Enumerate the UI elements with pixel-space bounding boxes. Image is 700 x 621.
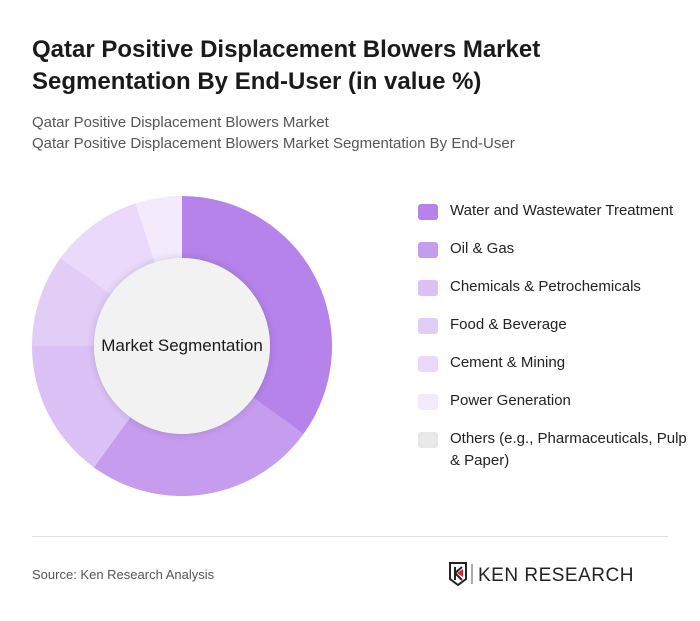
legend-label: Food & Beverage [450, 316, 567, 333]
legend-label: Chemicals & Petrochemicals [450, 278, 641, 295]
legend-swatch [418, 242, 438, 258]
legend-swatch [418, 356, 438, 372]
legend-item: Power Generation [418, 390, 688, 412]
ken-research-logo: KEN RESEARCH [449, 562, 634, 587]
donut-slice-1 [93, 397, 304, 496]
legend-item: Chemicals & Petrochemicals [418, 276, 688, 298]
donut-hole [94, 258, 270, 434]
svg-text:KEN RESEARCH: KEN RESEARCH [478, 565, 634, 586]
legend-item: Cement & Mining [418, 352, 688, 374]
legend-swatch [418, 204, 438, 220]
donut-slice-5 [135, 196, 182, 263]
source-note: Source: Ken Research Analysis [32, 567, 215, 582]
chart-title: Qatar Positive Displacement Blowers Mark… [32, 36, 541, 95]
donut-chart [32, 196, 332, 496]
subtitle-market: Qatar Positive Displacement Blowers Mark… [32, 114, 329, 131]
legend-item: Oil & Gas [418, 238, 688, 260]
legend-swatch [418, 432, 438, 448]
legend-label: Water and Wastewater Treatment [450, 202, 674, 219]
legend-swatch [418, 318, 438, 334]
donut-slice-4 [60, 203, 155, 295]
donut-center-label: Market Segmentation [101, 336, 263, 355]
divider [32, 536, 668, 537]
legend-item: Food & Beverage [418, 314, 688, 336]
legend-label: Others (e.g., Pharmaceuticals, Pulp & Pa… [450, 430, 687, 469]
donut-slice-3 [32, 257, 111, 346]
legend-item: Others (e.g., Pharmaceuticals, Pulp & Pa… [418, 428, 688, 472]
legend-swatch [418, 394, 438, 410]
donut-slice-0 [182, 196, 332, 435]
subtitle-segmentation: Qatar Positive Displacement Blowers Mark… [32, 135, 515, 152]
legend: Water and Wastewater Treatment Oil & Gas C… [418, 200, 688, 488]
legend-label: Power Generation [450, 392, 571, 409]
legend-item: Water and Wastewater Treatment [418, 200, 688, 222]
legend-label: Oil & Gas [450, 240, 515, 257]
legend-label: Cement & Mining [450, 354, 566, 371]
legend-swatch [418, 280, 438, 296]
donut-slice-2 [32, 346, 131, 468]
